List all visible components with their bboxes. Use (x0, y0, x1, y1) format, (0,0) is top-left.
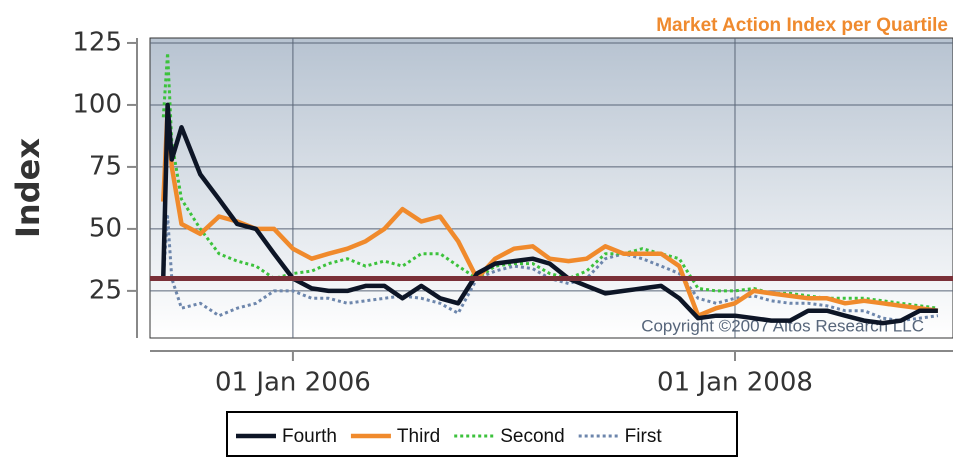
plot-area (149, 37, 953, 339)
y-tick-label: 75 (89, 151, 122, 181)
copyright: Copyright ©2007 Altos Research LLC (641, 316, 924, 335)
legend-label: Third (397, 426, 440, 447)
legend-label: Second (500, 426, 564, 447)
x-tick-label: 01 Jan 2008 (657, 368, 813, 398)
legend-label: First (625, 426, 663, 447)
y-tick-label: 50 (89, 213, 122, 243)
series-line (161, 215, 939, 323)
x-tick-label: 01 Jan 2006 (215, 368, 371, 398)
series-line (161, 107, 939, 318)
chart-title: Market Action Index per Quartile (656, 15, 948, 36)
legend (226, 411, 738, 457)
y-axis-label: Index (9, 138, 47, 238)
series-line (161, 51, 939, 310)
y-tick-label: 25 (89, 275, 122, 305)
y-tick-label: 100 (72, 89, 122, 119)
legend-label: Fourth (282, 426, 337, 447)
series-line (161, 102, 938, 326)
y-tick-label: 125 (72, 27, 122, 57)
